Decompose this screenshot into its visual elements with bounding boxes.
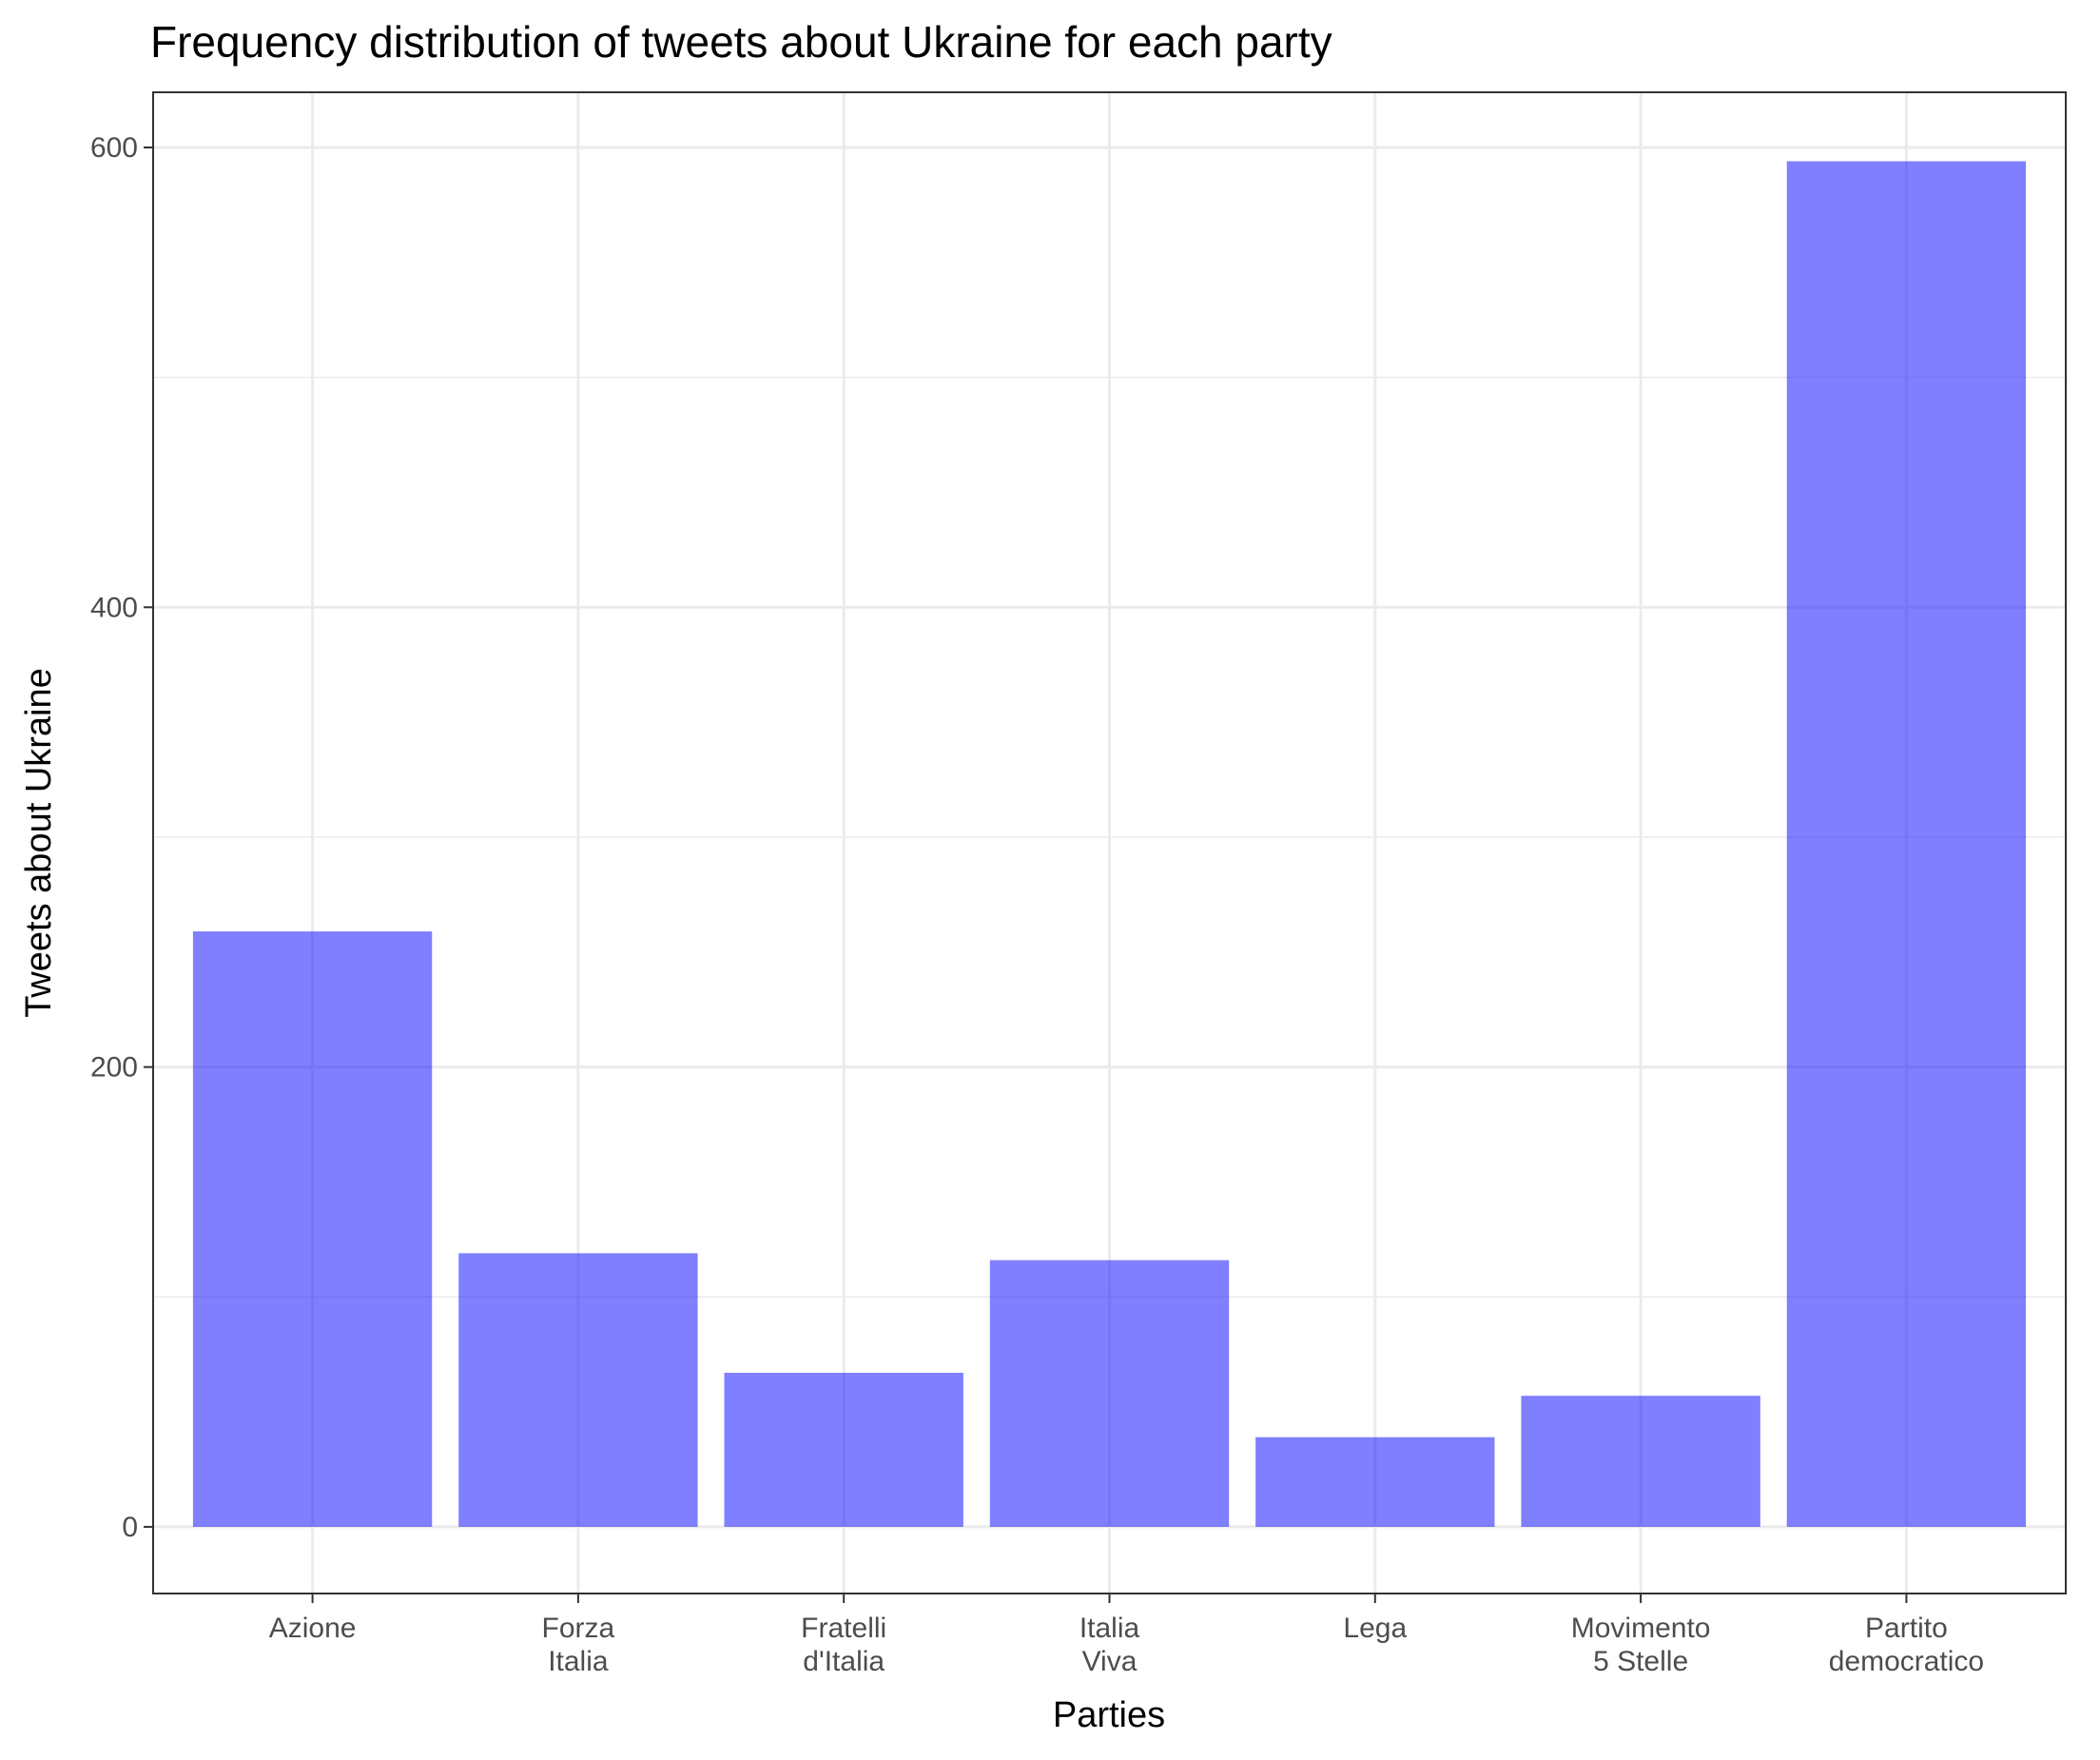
bar [458, 1253, 698, 1527]
x-axis-title: Parties [1053, 1695, 1165, 1735]
bars [192, 161, 2027, 1527]
bar [1255, 1437, 1495, 1527]
y-axis-title: Tweets about Ukraine [19, 668, 59, 1018]
y-tick-label: 0 [122, 1512, 138, 1543]
x-tick-label: Italia Viva [1079, 1613, 1140, 1677]
y-tick-label: 600 [90, 132, 138, 164]
x-axis: Azione Forza Italia Fratelli d'Italia Italia V… [269, 1594, 1984, 1677]
x-tick-label: Forza Italia [542, 1613, 615, 1677]
x-tick-label: Partito democratico [1829, 1613, 1984, 1677]
chart-title: Frequency distribution of tweets about U… [150, 17, 1332, 67]
bar [724, 1373, 963, 1527]
x-tick-label: Lega [1343, 1613, 1407, 1644]
bar [1521, 1396, 1760, 1527]
y-axis: 0 200 400 600 [90, 132, 153, 1543]
x-tick-label: Fratelli d'Italia [801, 1613, 886, 1677]
bar [1786, 161, 2027, 1527]
bar [989, 1260, 1230, 1527]
y-tick-label: 400 [90, 592, 138, 623]
x-tick-label: Movimento 5 Stelle [1571, 1613, 1711, 1677]
x-tick-label: Azione [269, 1613, 357, 1644]
bar [192, 931, 433, 1527]
y-tick-label: 200 [90, 1052, 138, 1084]
